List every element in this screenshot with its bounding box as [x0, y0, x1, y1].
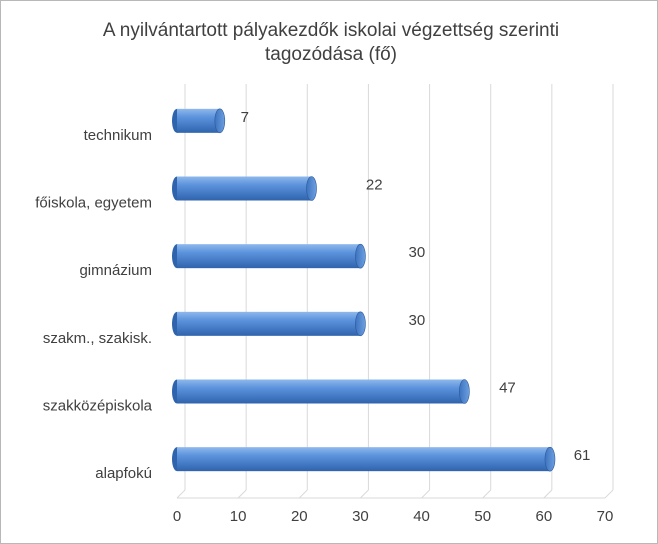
- bar-body: [177, 244, 361, 269]
- gridline-depth: [482, 489, 492, 499]
- x-tick-label: 70: [597, 508, 614, 525]
- chart-title: A nyilvántartott pályakezdők iskolai vég…: [102, 20, 560, 65]
- bar-body: [177, 447, 550, 472]
- bar-body: [177, 176, 312, 201]
- data-label: 61: [574, 447, 591, 464]
- gridline-depth: [543, 489, 553, 499]
- data-label: 30: [409, 312, 426, 329]
- data-label: 30: [409, 244, 426, 261]
- x-tick-label: 50: [474, 508, 491, 525]
- data-label: 7: [241, 109, 249, 126]
- gridline-depth: [176, 489, 186, 499]
- category-label: technikum: [84, 127, 152, 144]
- bar-end-cap: [355, 243, 366, 269]
- category-label: főiskola, egyetem: [35, 195, 152, 212]
- bar: [172, 108, 226, 134]
- bar-end-cap: [214, 108, 226, 134]
- data-label: 22: [366, 177, 383, 194]
- category-label: gimnázium: [79, 262, 152, 279]
- x-tick-label: 30: [352, 508, 369, 525]
- gridline-depth: [421, 489, 430, 499]
- bar: [172, 243, 366, 269]
- gridline-depth: [604, 489, 614, 499]
- x-tick-label: 60: [536, 508, 553, 525]
- bar: [172, 176, 317, 201]
- x-tick-label: 0: [173, 508, 181, 525]
- bar: [172, 446, 556, 472]
- bar: [172, 311, 366, 337]
- data-label: 47: [499, 380, 516, 397]
- bar-end-cap: [355, 311, 366, 337]
- gridline-depth: [237, 489, 247, 499]
- gridline-depth: [360, 489, 369, 499]
- bar-end-cap: [459, 379, 470, 404]
- category-label: szakm., szakisk.: [43, 330, 152, 347]
- bar-body: [177, 108, 220, 133]
- gridline-depth: [298, 489, 308, 499]
- bar-body: [177, 311, 361, 336]
- x-tick-label: 10: [230, 508, 247, 525]
- x-tick-label: 20: [291, 508, 308, 525]
- bar: [172, 379, 470, 404]
- bar-end-cap: [306, 176, 317, 201]
- category-label: szakközépiskola: [43, 398, 153, 415]
- bar-end-cap: [544, 446, 556, 472]
- x-tick-label: 40: [413, 508, 430, 525]
- category-label: alapfokú: [95, 465, 152, 482]
- bar-body: [177, 379, 465, 404]
